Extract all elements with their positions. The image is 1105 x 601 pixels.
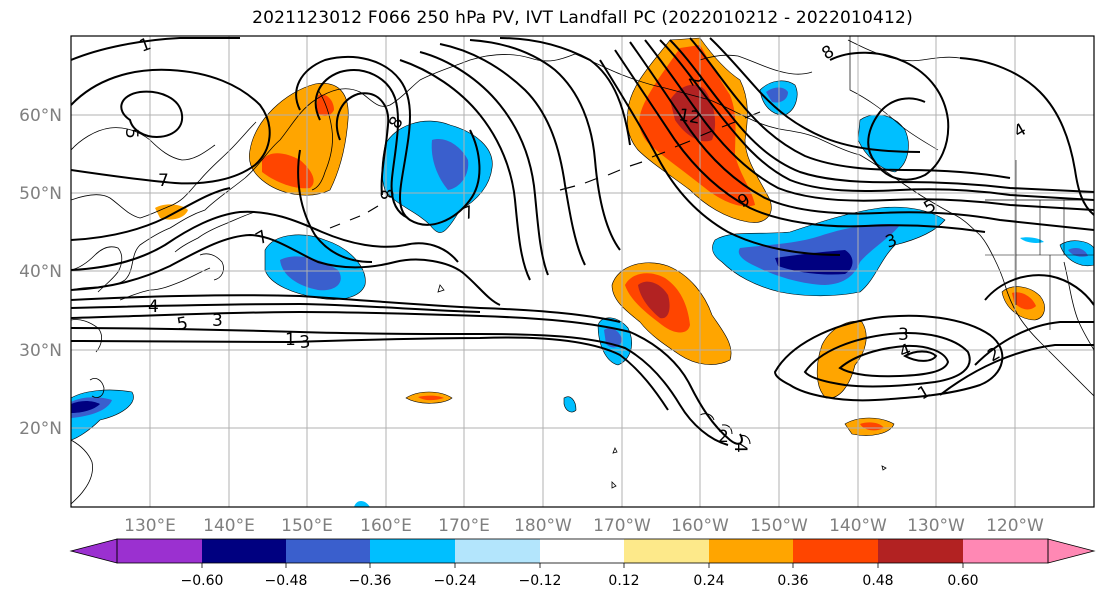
contour-label: 4 [730, 442, 750, 453]
positive-anomaly-gulf-alaska-core [670, 84, 716, 142]
colorbar-right-extension [1047, 538, 1096, 564]
negative-anomaly-bottom [354, 500, 370, 507]
lat-label: 60°N [19, 106, 62, 126]
colorbar-tick-label: 0.60 [947, 573, 978, 589]
colorbar-frame [116, 538, 1049, 564]
contour-label: 2 [718, 427, 729, 447]
positive-anomaly-hokkaido [155, 204, 188, 220]
colorbar-tick-label: 0.48 [862, 573, 893, 589]
lat-label: 50°N [19, 184, 62, 204]
colorbar-cell [582, 539, 624, 563]
colorbar: −0.60 −0.48 −0.36 −0.24 −0.12 0.12 0.24 0.36 0.4… [69, 538, 1096, 589]
contour-label: 5 [175, 313, 189, 335]
positive-anomaly-tropics-core [418, 395, 444, 401]
colorbar-cell [624, 539, 709, 563]
positive-anomaly-california-core [1012, 292, 1036, 310]
positive-anomaly-central-pacific-core [638, 281, 670, 319]
negative-anomaly-tiny [563, 396, 577, 413]
contour-label: 3 [299, 332, 312, 353]
negative-anomaly-kuril-core [431, 139, 469, 190]
colorbar-cell [202, 539, 286, 563]
contour-label: 3 [212, 311, 223, 331]
negative-anomaly-rockies [1020, 237, 1044, 243]
colorbar-tick-label: −0.24 [434, 573, 477, 589]
contour-label: 5 [121, 128, 141, 139]
negative-anomaly-east-pacific-core [775, 250, 853, 275]
lon-label: 130°E [124, 516, 176, 536]
colorbar-cell [709, 539, 793, 563]
colorbar-cell [540, 539, 582, 563]
contour-label: 4 [148, 297, 159, 317]
lon-label: 150°E [281, 516, 333, 536]
lat-label: 20°N [19, 419, 62, 439]
map-title: 2021123012 F066 250 hPa PV, IVT Landfall… [252, 8, 913, 28]
colorbar-cell [455, 539, 540, 563]
lat-label: 30°N [19, 341, 62, 361]
positive-anomaly-kamchatka-core2 [316, 94, 334, 116]
map-frame [70, 35, 1095, 508]
latitude-labels: 60°N 50°N 40°N 30°N 20°N [19, 106, 62, 439]
contour-label: 3 [898, 325, 909, 345]
colorbar-tick-label: −0.12 [519, 573, 562, 589]
shaded-anomaly-field [71, 37, 1094, 507]
ivt-contours [71, 37, 1094, 446]
lon-label: 160°W [671, 516, 729, 536]
colorbar-tick-label: −0.60 [181, 573, 224, 589]
colorbar-tick-label: −0.36 [349, 573, 392, 589]
colorbar-cell [878, 539, 963, 563]
lon-label: 180°W [514, 516, 572, 536]
lon-label: 130°W [907, 516, 965, 536]
contour-label: 1 [285, 330, 296, 350]
colorbar-cell [117, 539, 202, 563]
lon-label: 150°W [750, 516, 808, 536]
colorbar-cell [370, 539, 455, 563]
longitude-labels: 130°E 140°E 150°E 160°E 170°E 180°W 170°… [124, 516, 1044, 536]
colorbar-tick-label: −0.48 [265, 573, 308, 589]
colorbar-ticks: −0.60 −0.48 −0.36 −0.24 −0.12 0.12 0.24 0.36 0.4… [181, 563, 979, 589]
colorbar-cells [117, 539, 1048, 563]
lon-label: 140°W [829, 516, 887, 536]
negative-anomaly-alaska-core [766, 87, 788, 103]
lon-label: 170°W [593, 516, 651, 536]
lon-label: 170°E [438, 516, 490, 536]
contour-label: 7 [158, 171, 169, 191]
lon-label: 160°E [360, 516, 412, 536]
colorbar-cell [793, 539, 878, 563]
lat-label: 40°N [19, 262, 62, 282]
positive-anomaly-kamchatka-core [262, 153, 314, 189]
contour-label: 12 [677, 105, 702, 128]
contour-label: 8 [375, 187, 397, 201]
colorbar-left-extension [69, 538, 118, 564]
lon-label: 140°E [203, 516, 255, 536]
colorbar-tick-label: 0.24 [693, 573, 724, 589]
lon-label: 120°W [986, 516, 1044, 536]
colorbar-cell [963, 539, 1048, 563]
negative-anomaly-philippines-core [71, 401, 100, 413]
negative-anomaly-us-west-core [1068, 248, 1088, 257]
colorbar-tick-label: 0.36 [777, 573, 808, 589]
colorbar-cell [286, 539, 370, 563]
colorbar-tick-label: 0.12 [608, 573, 639, 589]
